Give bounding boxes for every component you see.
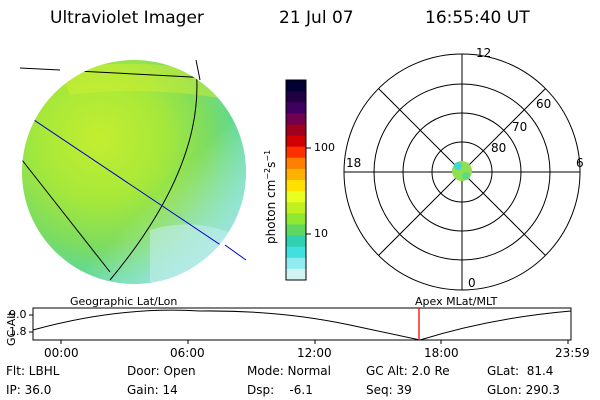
gain-value: Gain: 14 [127,383,178,397]
mlt-label-18: 18 [346,156,362,170]
x-tick-0600: 06:00 [170,346,205,360]
door-value: Door: Open [127,364,196,378]
filter-value: Flt: LBHL [6,364,60,378]
colorbar-band [286,102,306,114]
colorbar-band [286,91,306,103]
x-tick-2359: 23:59 [555,346,590,360]
colorbar-band [286,202,306,214]
colorbar-band [286,246,306,259]
colorbar-band [286,224,306,237]
apex-label: Apex MLat/MLT [415,295,498,308]
colorbar-frame [285,79,307,281]
colorbar-label-10: 10 [314,227,328,240]
x-tick-1200: 12:00 [297,346,332,360]
colorbar-unit-label: photon cm−2s−1 [263,149,278,244]
gc-alt-value: GC Alt: 2.0 Re [366,364,450,378]
mlat-label-60: 60 [536,97,552,111]
mlt-label-12: 12 [476,46,492,60]
mlt-label-6: 6 [576,156,584,170]
colorbar-band [286,268,306,281]
glon-value: GLon: 290.3 [487,383,560,397]
image-time: 16:55:40 UT [425,8,530,28]
colorbar [286,80,306,281]
colorbar-band [286,180,306,192]
x-tick-0000: 00:00 [44,346,79,360]
gc-altitude-timeline [29,307,572,344]
colorbar-band [286,191,306,203]
colorbar-label-100: 100 [314,141,335,154]
x-tick-1800: 18:00 [424,346,459,360]
mode-value: Mode: Normal [247,364,331,378]
colorbar-band [286,213,306,225]
image-date: 21 Jul 07 [279,8,354,28]
geographic-label: Geographic Lat/Lon [70,295,178,308]
colorbar-band [286,124,306,137]
dsp-value: Dsp: -6.1 [247,383,313,397]
colorbar-band [286,157,306,170]
colorbar-band [286,80,306,92]
colorbar-band [286,113,306,125]
colorbar-band [286,168,306,181]
colorbar-band [286,146,306,159]
mlt-label-0: 0 [468,276,476,290]
colorbar-band [286,257,306,270]
seq-value: Seq: 39 [366,383,412,397]
polar-mlt-plot [343,53,581,291]
instrument-title: Ultraviolet Imager [50,8,204,28]
colorbar-band [286,135,306,148]
mlat-label-70: 70 [512,120,528,134]
y-tick-1-8: 1.8 [9,325,27,338]
mlat-label-80: 80 [491,141,507,155]
y-tick-9: 9.0 [9,308,27,321]
ip-value: IP: 36.0 [6,383,52,397]
colorbar-band [286,235,306,248]
glat-value: GLat: 81.4 [487,364,554,378]
uv-disk-image [19,59,247,284]
